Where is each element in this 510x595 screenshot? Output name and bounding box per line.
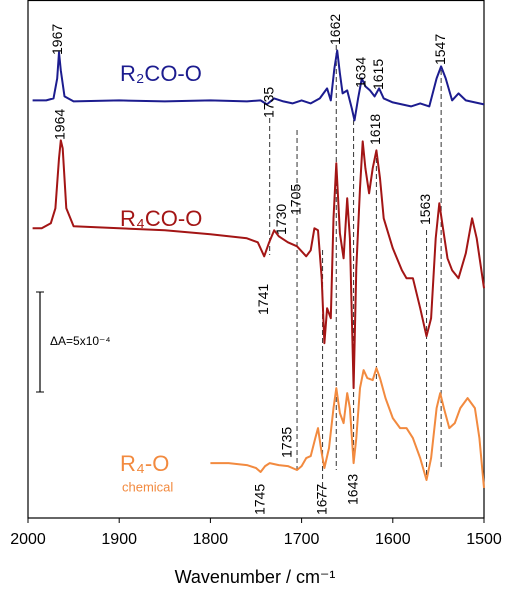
peak-label: 1547 (432, 34, 448, 65)
peak-label: 1735 (278, 427, 294, 458)
x-tick-label: 1700 (284, 531, 320, 548)
legend-label: R₄-O (120, 451, 169, 476)
peak-label: 1662 (327, 14, 343, 45)
peak-label: 1741 (255, 284, 271, 315)
peak-label: 1643 (344, 474, 360, 505)
peak-label: 1967 (49, 24, 65, 55)
x-tick-label: 1900 (101, 531, 137, 548)
legend-label: R₂CO-O (120, 61, 202, 86)
x-tick-label: 1600 (375, 531, 411, 548)
x-axis-title: Wavenumber / cm⁻¹ (175, 567, 336, 587)
peak-label: 1730 (273, 204, 289, 235)
x-tick-label: 1500 (466, 531, 502, 548)
scale-bar-label: ΔA=5x10⁻⁴ (50, 334, 111, 348)
peak-label: 1615 (370, 59, 386, 90)
peak-label: 1563 (417, 194, 433, 225)
peak-label: 1745 (251, 484, 267, 515)
peak-label: 1735 (260, 87, 276, 118)
spectrum-line (32, 139, 485, 390)
peak-label: 1677 (313, 484, 329, 515)
legend-sublabel: chemical (122, 479, 173, 494)
legend-label: R₄CO-O (120, 206, 202, 231)
peak-label: 1705 (288, 184, 304, 215)
x-tick-label: 1800 (193, 531, 229, 548)
x-tick-label: 2000 (10, 531, 46, 548)
peak-label: 1634 (352, 57, 368, 88)
plot-frame (27, 0, 485, 519)
spectrum-line (210, 367, 485, 489)
spectrum-line (32, 49, 485, 122)
peak-label: 1618 (367, 114, 383, 145)
peak-label: 1964 (52, 109, 68, 140)
